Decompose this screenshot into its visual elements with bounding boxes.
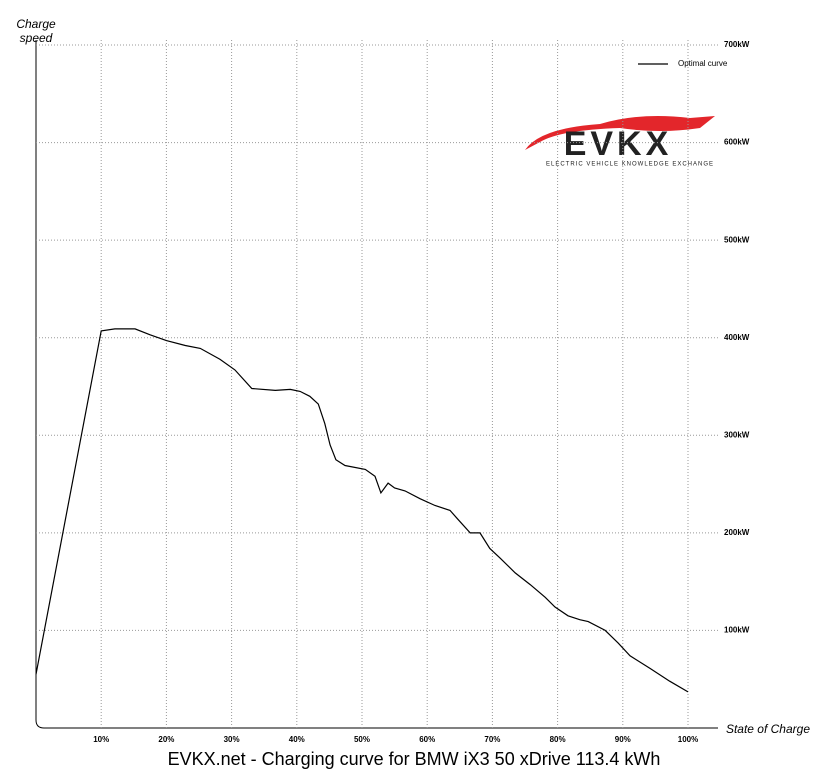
x-tick-label: 50% xyxy=(354,735,370,744)
x-tick-label: 30% xyxy=(224,735,240,744)
y-tick-label: 400kW xyxy=(724,333,750,342)
axes xyxy=(35,40,718,729)
legend-label: Optimal curve xyxy=(678,59,728,68)
x-tick-label: 20% xyxy=(158,735,174,744)
y-tick-label: 200kW xyxy=(724,528,750,537)
logo-name: EVKX xyxy=(564,125,673,163)
x-tick-label: 60% xyxy=(419,735,435,744)
x-tick-label: 40% xyxy=(289,735,305,744)
x-tick-label: 10% xyxy=(93,735,109,744)
y-tick-label: 700kW xyxy=(724,40,750,49)
x-axis-label: State of Charge xyxy=(726,722,810,736)
y-tick-label: 600kW xyxy=(724,138,750,147)
x-tick-label: 70% xyxy=(484,735,500,744)
logo: EVKX ELECTRIC VEHICLE KNOWLEDGE EXCHANGE xyxy=(525,116,715,168)
y-tick-label: 300kW xyxy=(724,430,750,439)
logo-tagline: ELECTRIC VEHICLE KNOWLEDGE EXCHANGE xyxy=(546,162,714,168)
y-tick-label: 500kW xyxy=(724,235,750,244)
chart-title: EVKX.net - Charging curve for BMW iX3 50… xyxy=(168,749,661,769)
x-tick-label: 100% xyxy=(678,735,698,744)
x-tick-label: 80% xyxy=(550,735,566,744)
y-tick-label: 100kW xyxy=(724,626,750,635)
line-series xyxy=(35,328,689,693)
x-tick-label: 90% xyxy=(615,735,631,744)
y-axis-label: Charge speed xyxy=(16,17,56,45)
logo-car xyxy=(525,116,715,150)
